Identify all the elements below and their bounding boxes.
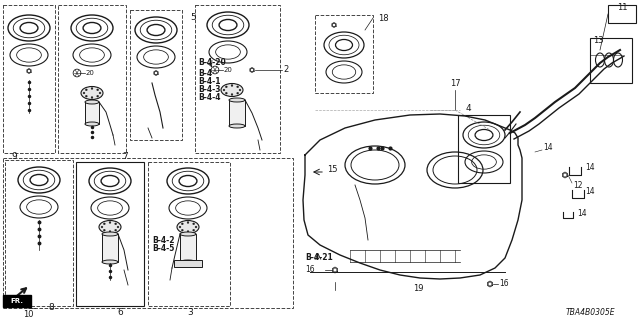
Text: B-4-3: B-4-3 xyxy=(198,85,221,94)
Ellipse shape xyxy=(187,231,189,232)
Ellipse shape xyxy=(104,229,105,231)
Ellipse shape xyxy=(86,95,87,97)
Text: 5: 5 xyxy=(190,13,196,22)
Text: 14: 14 xyxy=(585,188,595,196)
Bar xyxy=(608,5,636,23)
Text: 9: 9 xyxy=(11,152,17,161)
Ellipse shape xyxy=(225,86,227,88)
Text: 3: 3 xyxy=(187,308,193,317)
Bar xyxy=(174,260,202,267)
Ellipse shape xyxy=(195,226,197,228)
Text: 7: 7 xyxy=(122,152,128,161)
Bar xyxy=(3,158,293,308)
Ellipse shape xyxy=(97,89,99,91)
Text: FR.: FR. xyxy=(10,298,24,304)
Ellipse shape xyxy=(231,93,233,95)
Ellipse shape xyxy=(85,100,99,104)
Text: 16: 16 xyxy=(499,279,509,289)
Text: 20: 20 xyxy=(86,70,95,76)
Ellipse shape xyxy=(221,84,243,97)
Bar xyxy=(3,295,31,307)
Ellipse shape xyxy=(117,226,119,228)
Ellipse shape xyxy=(231,84,233,86)
Bar xyxy=(315,15,373,93)
Ellipse shape xyxy=(81,86,103,100)
Ellipse shape xyxy=(99,220,121,234)
Text: 2: 2 xyxy=(283,66,288,75)
Ellipse shape xyxy=(115,229,116,231)
Bar xyxy=(5,160,73,306)
Text: 18: 18 xyxy=(378,14,388,23)
Text: B-4-4: B-4-4 xyxy=(198,93,221,102)
Bar xyxy=(130,10,182,140)
Text: B-4-20: B-4-20 xyxy=(198,58,226,67)
FancyArrowPatch shape xyxy=(14,288,26,298)
Ellipse shape xyxy=(104,223,105,225)
Ellipse shape xyxy=(109,221,111,223)
Bar xyxy=(148,162,230,306)
Ellipse shape xyxy=(102,260,118,264)
Text: B-4-21: B-4-21 xyxy=(305,253,333,262)
Text: 14: 14 xyxy=(577,209,587,218)
Text: 14: 14 xyxy=(585,164,595,172)
Ellipse shape xyxy=(225,92,227,94)
Ellipse shape xyxy=(182,229,183,231)
Ellipse shape xyxy=(182,223,183,225)
Ellipse shape xyxy=(85,122,99,126)
Ellipse shape xyxy=(91,88,93,89)
Text: 16: 16 xyxy=(305,266,315,275)
Bar xyxy=(58,5,126,153)
Text: B-4-2: B-4-2 xyxy=(152,236,175,245)
Text: 14: 14 xyxy=(543,143,552,153)
Ellipse shape xyxy=(180,232,196,236)
Text: 17: 17 xyxy=(450,79,460,88)
Text: B-4: B-4 xyxy=(198,69,212,78)
Ellipse shape xyxy=(99,92,101,94)
Bar xyxy=(85,102,99,124)
Text: 13: 13 xyxy=(593,36,604,45)
Text: 19: 19 xyxy=(413,284,423,293)
Ellipse shape xyxy=(115,223,116,225)
Ellipse shape xyxy=(91,97,93,99)
Bar xyxy=(3,5,55,153)
Bar xyxy=(590,38,632,83)
Text: 8: 8 xyxy=(48,303,54,313)
Bar xyxy=(458,115,510,183)
Ellipse shape xyxy=(109,231,111,232)
Ellipse shape xyxy=(229,124,245,128)
Text: 10: 10 xyxy=(23,310,33,319)
Bar xyxy=(102,234,118,262)
Text: B-4-1: B-4-1 xyxy=(198,77,221,86)
Ellipse shape xyxy=(237,92,239,94)
Ellipse shape xyxy=(187,221,189,223)
Ellipse shape xyxy=(97,95,99,97)
Ellipse shape xyxy=(193,229,195,231)
Text: 12: 12 xyxy=(573,180,582,189)
Text: B-4-5: B-4-5 xyxy=(152,244,174,253)
Text: 11: 11 xyxy=(617,3,627,12)
Ellipse shape xyxy=(193,223,195,225)
Ellipse shape xyxy=(101,226,103,228)
Bar xyxy=(180,234,196,262)
Text: 6: 6 xyxy=(117,308,123,317)
Bar xyxy=(195,5,280,153)
Ellipse shape xyxy=(177,220,199,234)
Ellipse shape xyxy=(211,66,219,74)
Text: 20: 20 xyxy=(224,67,233,73)
Ellipse shape xyxy=(229,98,245,102)
Ellipse shape xyxy=(223,89,225,91)
Ellipse shape xyxy=(179,226,181,228)
Ellipse shape xyxy=(237,86,239,88)
Text: 4: 4 xyxy=(465,104,471,113)
Ellipse shape xyxy=(239,89,241,91)
Text: 15: 15 xyxy=(327,165,337,174)
Bar xyxy=(76,162,144,306)
Ellipse shape xyxy=(73,69,81,77)
Ellipse shape xyxy=(86,89,87,91)
Bar xyxy=(229,100,245,126)
Ellipse shape xyxy=(83,92,85,94)
Text: TBA4B0305E: TBA4B0305E xyxy=(565,308,615,317)
Ellipse shape xyxy=(102,232,118,236)
Ellipse shape xyxy=(180,260,196,264)
